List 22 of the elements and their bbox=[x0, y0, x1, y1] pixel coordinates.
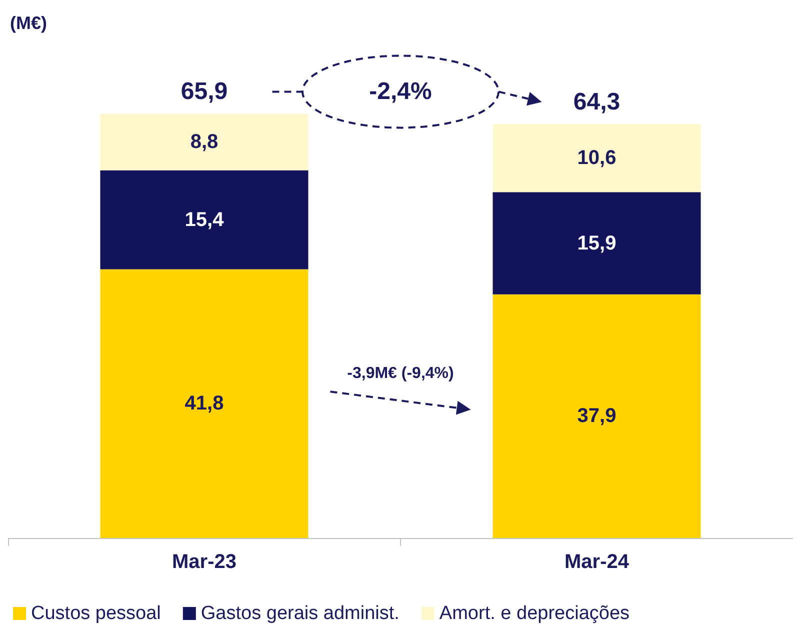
legend-label: Custos pessoal bbox=[31, 603, 161, 624]
legend-label: Gastos gerais administ. bbox=[200, 603, 400, 624]
bar bbox=[492, 294, 701, 538]
bar bbox=[492, 124, 701, 192]
data-label: 10,6 bbox=[577, 147, 616, 170]
data-label: 37,9 bbox=[577, 405, 616, 428]
x-tick-label: Mar-24 bbox=[564, 551, 630, 573]
bar bbox=[100, 170, 308, 270]
data-label: 15,9 bbox=[577, 232, 616, 254]
total-label: 65,9 bbox=[180, 78, 228, 106]
total-label: 64,3 bbox=[573, 88, 620, 116]
legend-label: Amort. e depreciações bbox=[439, 603, 630, 624]
y-axis-title: (M€) bbox=[10, 13, 47, 33]
annotation: -3,9M€ (-9,4%) bbox=[347, 365, 454, 382]
bar bbox=[100, 269, 308, 538]
bar bbox=[492, 192, 701, 294]
data-label: 41,8 bbox=[184, 392, 224, 415]
data-label: 15,4 bbox=[184, 208, 225, 231]
x-tick-label: Mar-23 bbox=[172, 551, 236, 573]
bar bbox=[100, 114, 308, 170]
text: -2,4% bbox=[369, 78, 432, 106]
data-label: 8,8 bbox=[190, 131, 218, 153]
